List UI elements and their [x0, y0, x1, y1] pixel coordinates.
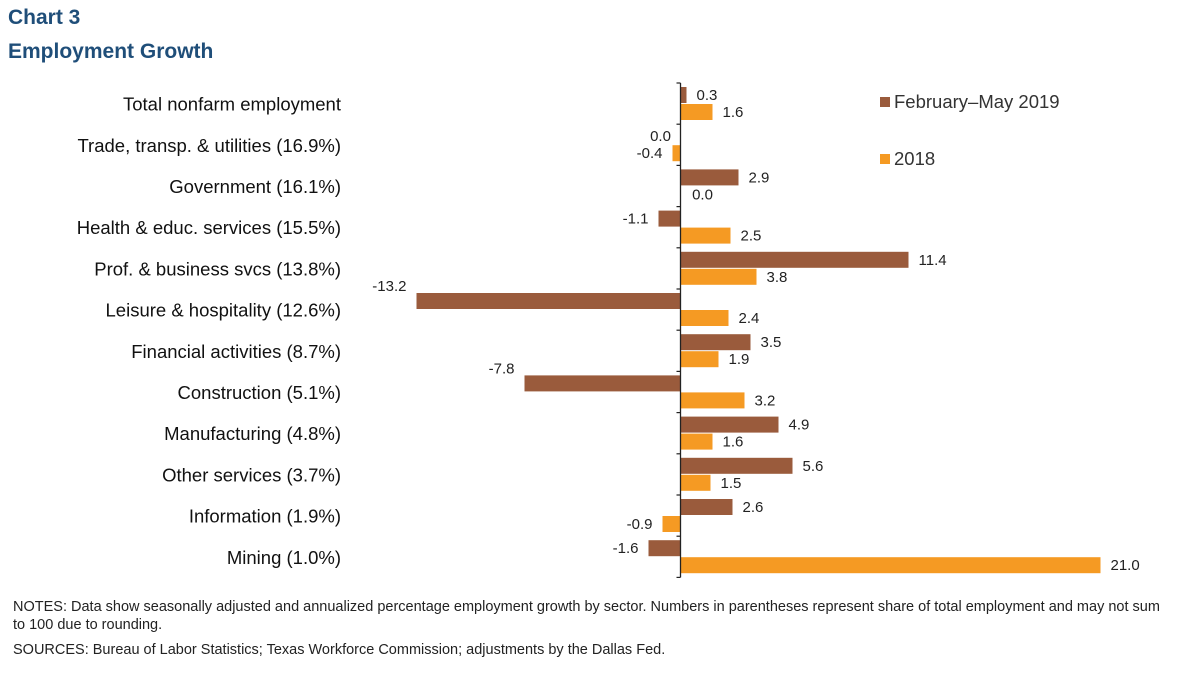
- bar-series1: [680, 87, 687, 103]
- bar-series2: [680, 268, 757, 285]
- data-label: 11.4: [919, 252, 947, 269]
- bar-series2: [680, 227, 731, 244]
- bar-series1: [416, 293, 681, 309]
- bar-series1: [680, 334, 751, 351]
- data-label: 3.5: [761, 334, 782, 351]
- data-label: -1.1: [623, 211, 649, 228]
- data-label: 21.0: [1111, 557, 1140, 574]
- chart-notes: NOTES: Data show seasonally adjusted and…: [13, 599, 1160, 633]
- data-label: 3.8: [767, 269, 788, 286]
- data-label: 4.9: [789, 417, 810, 434]
- category-label: Health & educ. services (15.5%): [77, 217, 341, 238]
- data-label: -0.4: [637, 145, 663, 162]
- category-label: Prof. & business svcs (13.8%): [94, 258, 341, 279]
- bar-series1: [680, 169, 739, 186]
- bar-chart: Total nonfarm employment Trade, transp. &…: [77, 82, 1140, 579]
- bar-series2: [680, 392, 745, 409]
- legend-swatch: [880, 154, 890, 164]
- data-label: 3.2: [755, 392, 776, 409]
- category-label: Manufacturing (4.8%): [164, 423, 341, 444]
- data-label: 2.4: [739, 310, 760, 327]
- category-label: Information (1.9%): [189, 506, 341, 527]
- chart-number: Chart 3: [8, 6, 81, 29]
- data-label: -0.9: [627, 516, 653, 533]
- bar-series2: [662, 516, 681, 532]
- bar-series1: [658, 210, 681, 227]
- bar-series1: [524, 375, 681, 392]
- data-label: 1.6: [723, 434, 744, 451]
- data-label: -1.6: [613, 540, 639, 557]
- chart-title: Employment Growth: [8, 40, 214, 63]
- data-label: 1.5: [721, 475, 742, 492]
- data-label: 2.9: [749, 169, 770, 186]
- data-label: 0.0: [692, 186, 713, 203]
- bar-series2: [680, 557, 1101, 574]
- bar-series1: [680, 416, 779, 433]
- bar-series2: [680, 433, 713, 450]
- bar-series1: [680, 457, 793, 474]
- legend-label: February–May 2019: [894, 91, 1060, 112]
- category-label: Government (16.1%): [169, 176, 341, 197]
- bar-series2: [680, 474, 711, 491]
- bar-series2: [672, 145, 681, 162]
- category-label: Other services (3.7%): [162, 464, 341, 485]
- category-label: Total nonfarm employment: [123, 94, 341, 115]
- category-label: Leisure & hospitality (12.6%): [106, 300, 341, 321]
- data-label: 5.6: [803, 458, 824, 475]
- category-label: Trade, transp. & utilities (16.9%): [77, 135, 341, 156]
- bar-series2: [680, 104, 713, 120]
- chart-sources: SOURCES: Bureau of Labor Statistics; Tex…: [13, 642, 666, 658]
- legend-label: 2018: [894, 148, 935, 169]
- bar-series2: [680, 351, 719, 368]
- bar-series2: [680, 310, 729, 326]
- data-label: 0.0: [650, 128, 671, 145]
- bar-series1: [680, 499, 733, 515]
- category-label: Financial activities (8.7%): [131, 341, 341, 362]
- data-label: 2.5: [741, 228, 762, 245]
- data-label: 2.6: [743, 499, 764, 516]
- legend-swatch: [880, 97, 890, 107]
- bar-series1: [680, 251, 909, 268]
- bar-series1: [648, 540, 681, 557]
- data-label: -13.2: [372, 278, 406, 295]
- data-label: 1.9: [729, 351, 750, 368]
- data-label: 1.6: [723, 104, 744, 121]
- data-label: -7.8: [489, 360, 515, 377]
- data-label: 0.3: [697, 87, 718, 104]
- category-label: Mining (1.0%): [227, 547, 341, 568]
- category-label: Construction (5.1%): [178, 382, 341, 403]
